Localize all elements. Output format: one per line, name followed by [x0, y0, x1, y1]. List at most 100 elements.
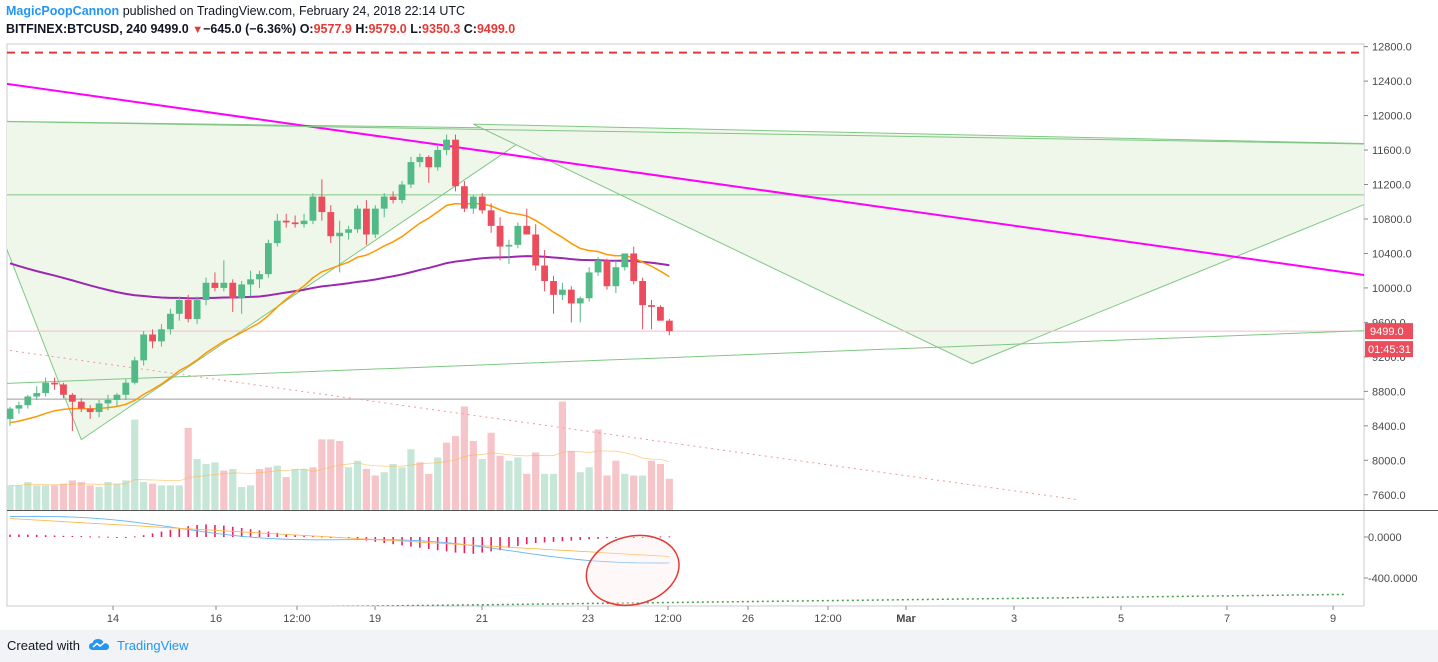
countdown-tag — [1365, 341, 1413, 358]
volume-bar — [148, 483, 157, 510]
candle-body — [541, 265, 548, 282]
candle-body — [434, 150, 442, 168]
symbol-label[interactable]: BITFINEX:BTCUSD, 240 — [6, 22, 147, 36]
price-pane — [7, 51, 1364, 510]
volume-bar — [647, 460, 656, 510]
histogram-bar — [53, 535, 56, 537]
close-value: 9499.0 — [476, 22, 516, 36]
last-price-label: 9499.0 — [1370, 326, 1404, 338]
high-value: 9579.0 — [368, 22, 407, 36]
volume-bar — [282, 477, 290, 510]
candle-body — [594, 260, 602, 273]
volume-bar — [300, 468, 308, 510]
candle-body — [309, 196, 317, 221]
histogram-bar — [231, 526, 234, 537]
y-axis-tick-label: 7600.0 — [1372, 490, 1406, 502]
author-link[interactable]: MagicPoopCannon — [6, 4, 120, 18]
x-axis-tick-label: 21 — [476, 613, 488, 625]
volume-bar — [157, 485, 166, 510]
volume-bar — [665, 478, 673, 510]
y-axis-tick-label: 11200.0 — [1372, 180, 1411, 192]
candle-body — [77, 401, 85, 409]
countdown-label: 01:45:31 — [1368, 344, 1411, 356]
candle-body — [220, 282, 228, 288]
histogram-bar — [285, 534, 288, 537]
volume-bar — [362, 468, 370, 510]
histogram-bar — [481, 537, 484, 553]
candle-body — [380, 196, 388, 209]
volume-bar — [612, 460, 620, 510]
histogram-bar — [27, 534, 29, 537]
candle-body — [166, 313, 174, 330]
candle-body — [550, 281, 557, 295]
candle-body — [469, 196, 477, 209]
volume-bar — [50, 485, 59, 510]
volume-bar — [131, 419, 139, 510]
candle-body — [603, 260, 611, 287]
last-price: 9499.0 — [150, 22, 189, 36]
histogram-bar — [98, 536, 100, 538]
y-axis-tick-label: 8800.0 — [1372, 386, 1406, 398]
histogram-bar — [214, 525, 216, 537]
volume-bar — [202, 464, 210, 510]
histogram-bar — [606, 537, 608, 539]
tradingview-cloud-icon — [89, 639, 109, 650]
histogram-bar — [303, 535, 305, 537]
candle-body — [425, 156, 433, 168]
histogram-bar — [490, 537, 492, 552]
volume-bar — [95, 487, 103, 510]
histogram-bar — [9, 534, 11, 537]
volume-bar — [505, 460, 513, 510]
close-label: C: — [463, 22, 477, 36]
high-label: H: — [355, 22, 369, 36]
histogram-bar — [160, 531, 163, 537]
dotted-green-line — [321, 593, 1347, 606]
volume-bar — [264, 467, 272, 510]
candle-body — [33, 393, 41, 397]
volume-bar — [567, 450, 575, 510]
ohlc-line: BITFINEX:BTCUSD, 240 9499.0 ▼−645.0 (−6.… — [6, 20, 1426, 38]
candle-body — [478, 196, 486, 211]
histogram-bar — [579, 537, 582, 540]
histogram-bar — [499, 537, 501, 551]
histogram-bar — [169, 529, 172, 537]
candle-body — [371, 208, 379, 235]
volume-bar — [15, 485, 23, 510]
open-value: 9577.9 — [313, 22, 352, 36]
histogram-bar — [62, 535, 65, 537]
histogram-bar — [125, 537, 127, 538]
volume-bar — [487, 432, 495, 510]
volume-bar — [220, 470, 228, 510]
candle-body — [452, 139, 459, 187]
histogram-bar — [517, 537, 519, 546]
candle-body — [389, 196, 397, 201]
volume-bar — [122, 480, 130, 510]
candle-body — [639, 281, 647, 306]
volume-bar — [42, 485, 50, 510]
chart-canvas[interactable]: 12800.0 12400.0 12000.0 11600.0 11200.0 10800… — [0, 38, 1438, 628]
candle-body — [363, 208, 370, 235]
volume-bar — [273, 465, 281, 510]
candle-body — [202, 282, 210, 300]
x-axis-tick-label: Mar — [896, 613, 916, 625]
candle-body — [42, 382, 50, 394]
candle-body — [559, 289, 566, 295]
ema-purple-line — [9, 255, 670, 300]
volume-bar — [639, 475, 647, 510]
volume-bar — [7, 485, 14, 510]
footer-bar: Created with TradingView — [0, 630, 1438, 662]
candle-body — [514, 225, 522, 245]
volume-bar — [344, 467, 353, 510]
volume-bar — [140, 482, 148, 510]
x-axis-tick-label: 19 — [369, 613, 381, 625]
volume-bar — [478, 459, 486, 510]
x-axis-tick-label: 23 — [582, 613, 594, 625]
histogram-bar — [508, 537, 510, 548]
histogram-bar — [570, 537, 573, 541]
x-axis-tick-label: 16 — [210, 613, 222, 625]
histogram-bar — [329, 537, 332, 538]
candle-body — [345, 229, 352, 233]
tradingview-link[interactable]: TradingView — [117, 638, 189, 653]
candle-body — [131, 360, 139, 383]
volume-bar — [585, 467, 593, 510]
